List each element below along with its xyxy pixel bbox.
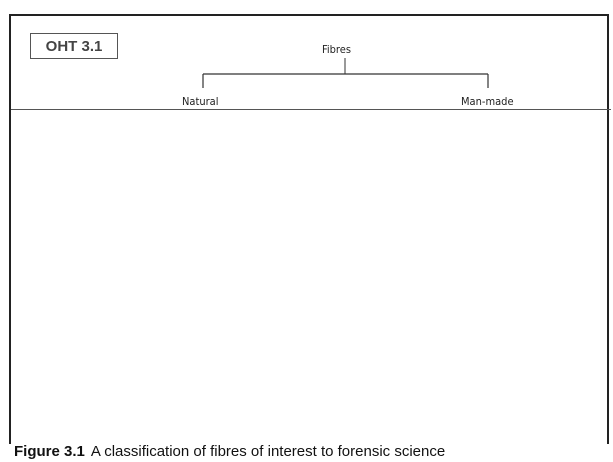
oht-badge: OHT 3.1 [30,33,118,59]
figure-caption: Figure 3.1 A classification of fibres of … [14,443,445,460]
header-divider [11,109,611,110]
figure-caption-text: A classification of fibres of interest t… [90,443,446,460]
figure-number: Figure 3.1 [14,443,85,460]
tree-root-label: Fibres [322,43,351,56]
tree-child-natural: Natural [182,95,219,108]
overhead-slide-frame: OHT 3.1 Fibres Natural Man-made [9,14,611,444]
classification-tree [202,58,489,88]
tree-child-man-made: Man-made [461,95,514,108]
